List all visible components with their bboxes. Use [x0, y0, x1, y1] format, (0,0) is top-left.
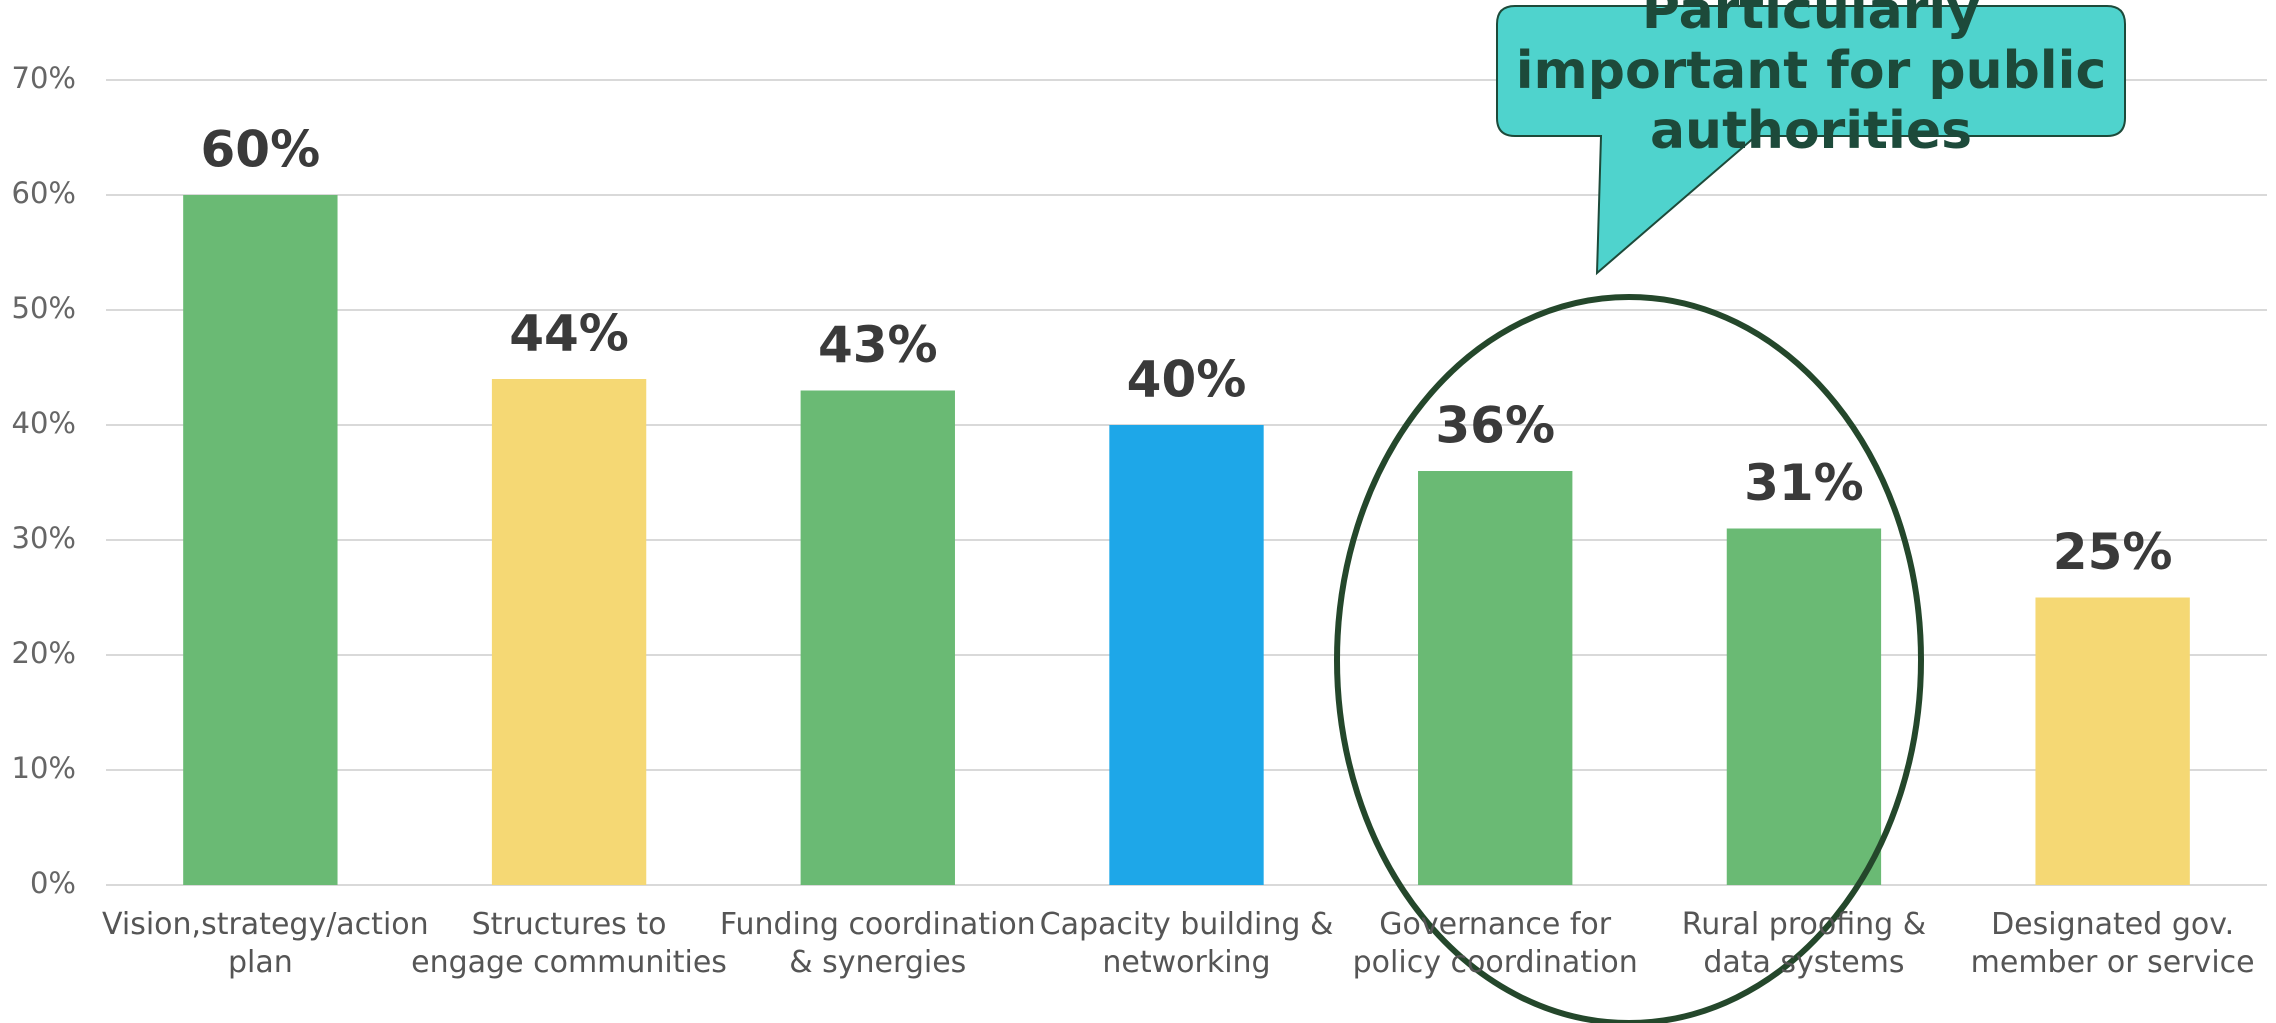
y-tick-label: 40% [12, 406, 76, 440]
bar [1418, 471, 1573, 885]
x-tick-label: Governance for policy coordination [1352, 907, 1638, 980]
bar [2035, 597, 2190, 885]
y-tick-label: 50% [12, 291, 76, 325]
x-tick-label: Funding coordination & synergies [719, 907, 1036, 980]
value-label: 25% [2053, 523, 2173, 581]
value-label: 60% [201, 121, 321, 179]
x-tick-label: Rural proofing & data systems [1681, 907, 1927, 980]
y-tick-label: 10% [12, 751, 76, 785]
x-tick-label: Vision,strategy/action plan [102, 907, 429, 980]
y-tick-label: 20% [12, 636, 76, 670]
x-tick-label: Capacity building & networking [1039, 907, 1334, 980]
bar [183, 195, 338, 885]
bar [491, 379, 647, 885]
bar [1726, 528, 1882, 885]
y-tick-label: 60% [12, 176, 76, 210]
value-label: 36% [1435, 397, 1555, 455]
value-label: 44% [509, 305, 629, 363]
value-label: 43% [818, 316, 938, 374]
y-tick-label: 0% [30, 866, 76, 900]
bar [800, 390, 955, 885]
y-tick-label: 70% [12, 61, 76, 95]
highlight-ellipse [1334, 294, 1924, 1023]
value-label: 31% [1744, 454, 1864, 512]
value-label: 40% [1127, 351, 1247, 409]
callout-box [1496, 5, 2126, 276]
bar [1109, 425, 1264, 885]
x-tick-label: Designated gov. member or service [1970, 907, 2255, 980]
x-tick-label: Structures to engage communities [411, 907, 727, 980]
y-tick-label: 30% [12, 521, 76, 555]
annotation: Particularly important for public author… [1515, 0, 2107, 161]
